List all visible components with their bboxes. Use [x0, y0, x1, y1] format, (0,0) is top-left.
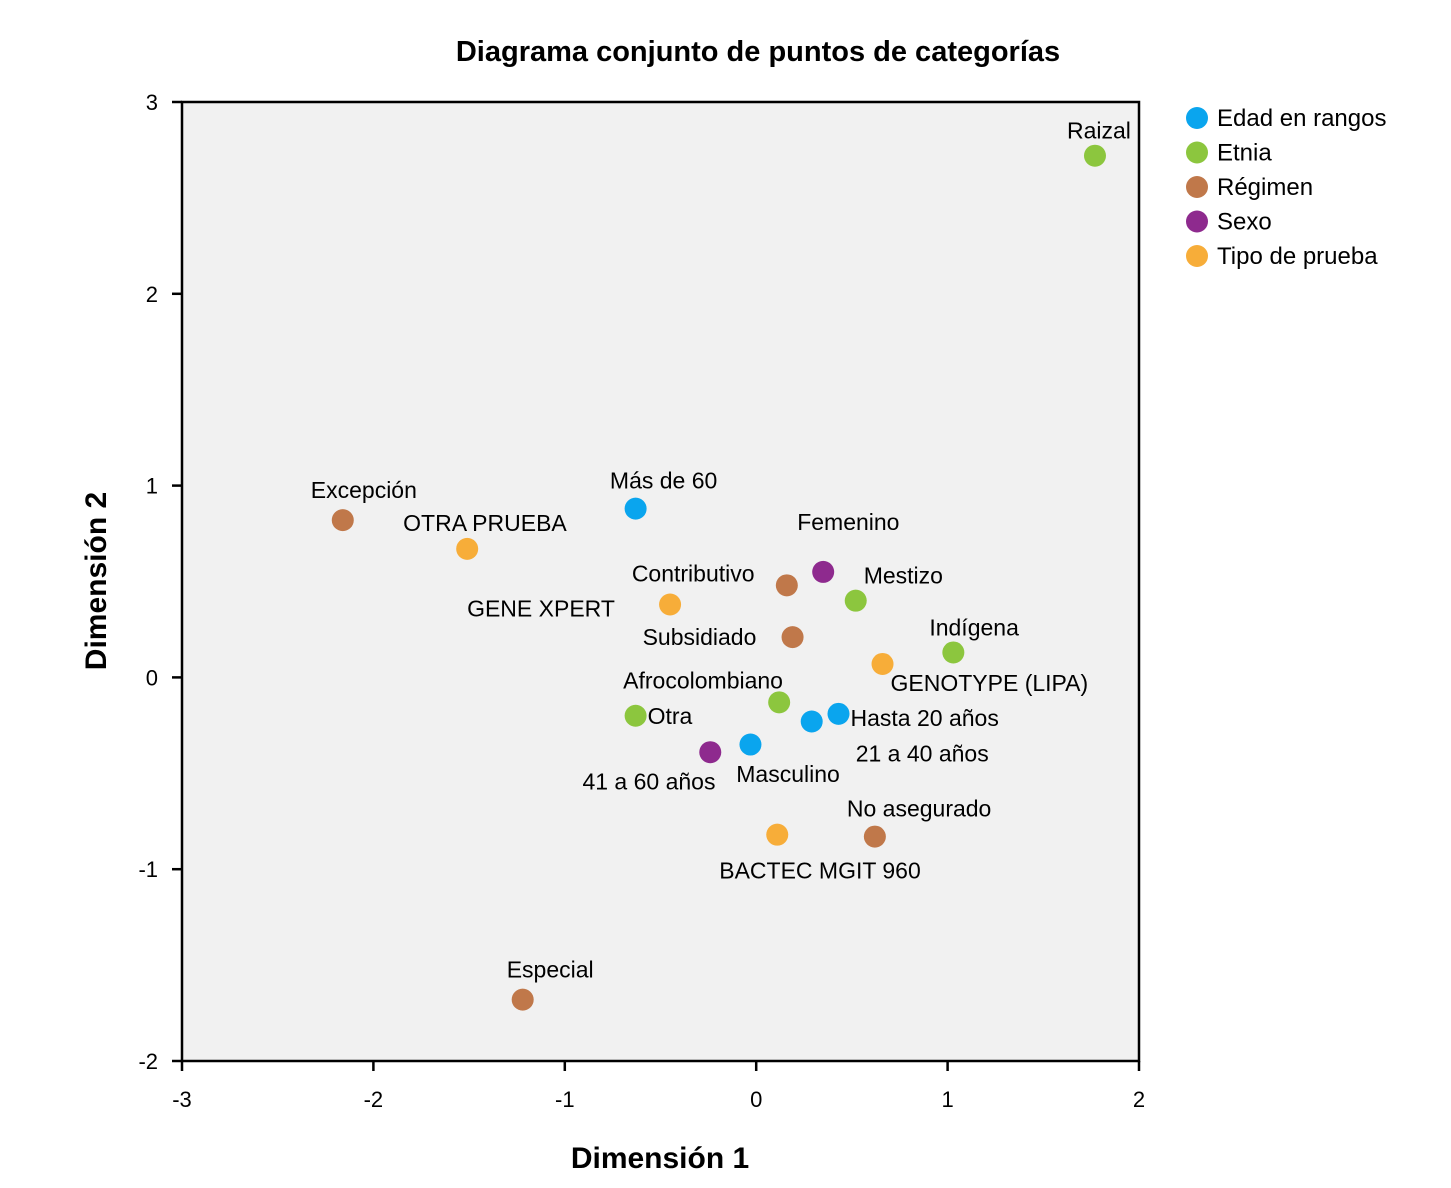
point-label-mas-de-60: Más de 60: [610, 468, 717, 494]
point-subsidiado: [781, 626, 804, 649]
point-hasta-20-anos: [827, 702, 850, 725]
x-tick-label: -1: [555, 1087, 575, 1112]
point-label-otra-prueba: OTRA PRUEBA: [403, 510, 567, 536]
y-tick-label: 3: [146, 90, 158, 115]
plot-area: [180, 100, 1141, 1063]
point-label-contributivo: Contributivo: [632, 560, 755, 586]
point-excepcion: [331, 509, 354, 532]
x-tick-label: 2: [1133, 1087, 1145, 1112]
point-label-subsidiado: Subsidiado: [643, 624, 757, 650]
legend-swatch-edad-en-rangos: [1186, 107, 1208, 129]
point-bactec-mgit-960: [766, 823, 789, 846]
x-tick-label: 0: [750, 1087, 762, 1112]
point-label-bactec-mgit-960: BACTEC MGIT 960: [719, 858, 921, 884]
point-mestizo: [844, 589, 867, 612]
y-tick-label: 1: [146, 474, 158, 499]
point-label-especial: Especial: [507, 957, 594, 983]
data-points: [331, 144, 1106, 1011]
x-tick-label: -3: [172, 1087, 192, 1112]
x-axis-label: Dimensión 1: [571, 1142, 749, 1175]
y-axis: -2 -1 0 1 2 3: [138, 90, 182, 1074]
point-label-masculino: Masculino: [736, 761, 840, 787]
legend-swatch-regimen: [1186, 176, 1208, 198]
point-label-excepcion: Excepción: [311, 477, 417, 503]
legend: Edad en rangos Etnia Régimen Sexo Tipo de pr…: [1186, 105, 1386, 270]
y-tick-label: 0: [146, 665, 158, 690]
point-indigena: [942, 641, 965, 664]
chart-title: Diagrama conjunto de puntos de categoría…: [456, 36, 1060, 68]
point-genotype-lipa: [871, 652, 894, 675]
point-label-genotype-lipa: GENOTYPE (LIPA): [891, 670, 1089, 696]
point-label-no-asegurado: No asegurado: [847, 796, 992, 822]
point-label-hasta-20-anos: Hasta 20 años: [851, 705, 999, 731]
point-gene-xpert: [659, 593, 682, 616]
y-tick-label: -1: [138, 857, 158, 882]
y-tick-label: -2: [138, 1049, 158, 1074]
point-41-a-60-anos: [739, 733, 762, 756]
legend-swatch-sexo: [1186, 210, 1208, 233]
point-femenino: [812, 560, 835, 583]
x-tick-label: -2: [364, 1087, 384, 1112]
point-label-indigena: Indígena: [929, 614, 1019, 640]
point-contributivo: [775, 574, 798, 597]
point-raizal: [1083, 144, 1106, 167]
y-tick-label: 2: [146, 282, 158, 307]
legend-label-etnia: Etnia: [1217, 140, 1272, 167]
point-label-raizal: Raizal: [1067, 118, 1131, 144]
point-label-gene-xpert: GENE XPERT: [467, 596, 615, 622]
point-especial: [511, 988, 534, 1011]
point-masculino: [699, 741, 722, 764]
point-21-a-40-anos: [800, 710, 823, 733]
point-label-21-a-40-anos: 21 a 40 años: [856, 741, 989, 767]
y-axis-label: Dimensión 2: [80, 492, 113, 670]
point-label-afrocolombiano: Afrocolombiano: [623, 667, 783, 693]
point-otra-prueba: [456, 537, 479, 560]
point-label-femenino: Femenino: [797, 509, 899, 535]
legend-label-tipo-de-prueba: Tipo de prueba: [1217, 243, 1378, 270]
point-label-otra: Otra: [648, 703, 693, 729]
legend-swatch-tipo-de-prueba: [1186, 245, 1208, 267]
point-afrocolombiano: [768, 691, 791, 714]
legend-swatch-etnia: [1186, 141, 1208, 164]
point-label-41-a-60-anos: 41 a 60 años: [582, 769, 715, 795]
point-otra: [624, 704, 647, 727]
x-axis: -3 -2 -1 0 1 2: [172, 1061, 1145, 1112]
point-label-mestizo: Mestizo: [864, 563, 943, 589]
legend-label-regimen: Régimen: [1217, 174, 1313, 201]
point-mas-de-60: [624, 497, 647, 520]
legend-label-sexo: Sexo: [1217, 209, 1272, 236]
point-no-asegurado: [863, 825, 886, 848]
data-point-labels: Más de 60 Hasta 20 años 21 a 40 años 41 a 6…: [311, 118, 1131, 983]
legend-label-edad-en-rangos: Edad en rangos: [1217, 105, 1386, 132]
x-tick-label: 1: [941, 1087, 953, 1112]
